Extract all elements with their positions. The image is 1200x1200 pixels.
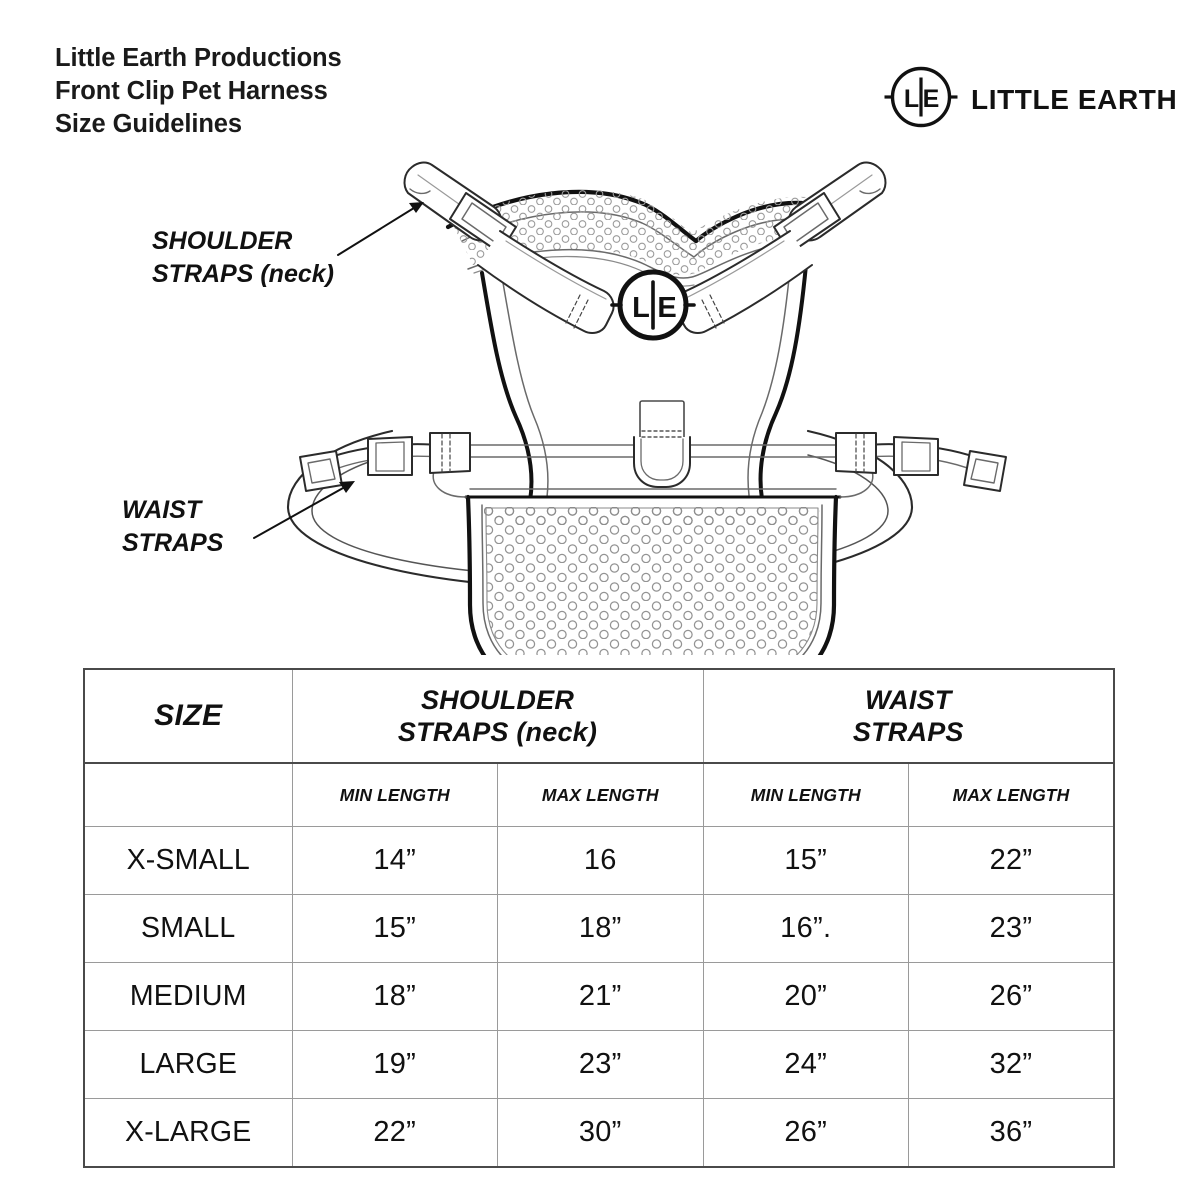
page-header: Little Earth Productions Front Clip Pet … xyxy=(0,0,1200,150)
cell-waist-max: 36” xyxy=(908,1098,1115,1168)
table-header-row-subheaders: MIN LENGTH MAX LENGTH MIN LENGTH MAX LEN… xyxy=(83,762,1115,827)
header-cell-waist-group: WAIST STRAPS xyxy=(702,668,1115,764)
subheader-waist-max: MAX LENGTH xyxy=(908,762,1115,827)
cell-shoulder-max: 16 xyxy=(497,826,704,895)
harness-illustration: L E xyxy=(253,161,1007,655)
cell-shoulder-min: 15” xyxy=(291,894,498,963)
callout-arrow-shoulder xyxy=(337,202,424,256)
callout-shoulder-straps: SHOULDER STRAPS (neck) xyxy=(152,227,334,288)
cell-shoulder-max: 18” xyxy=(497,894,704,963)
svg-text:L: L xyxy=(632,292,650,324)
cell-waist-max: 23” xyxy=(908,894,1115,963)
harness-diagram: SHOULDER STRAPS (neck) WAIST STRAPS xyxy=(0,145,1200,655)
subheader-shoulder-min: MIN LENGTH xyxy=(291,762,498,827)
callout-waist-straps: WAIST STRAPS xyxy=(122,496,224,557)
table-row: MEDIUM 18” 21” 20” 26” xyxy=(83,962,1115,1031)
table-row: LARGE 19” 23” 24” 32” xyxy=(83,1030,1115,1099)
cell-waist-min: 24” xyxy=(702,1030,909,1099)
subheader-shoulder-max: MAX LENGTH xyxy=(497,762,704,827)
cell-waist-max: 22” xyxy=(908,826,1115,895)
cell-shoulder-min: 18” xyxy=(291,962,498,1031)
table-header-row-groups: SIZE SHOULDER STRAPS (neck) WAIST STRAPS xyxy=(83,668,1115,764)
size-guidelines-table-container: SIZE SHOULDER STRAPS (neck) WAIST STRAPS… xyxy=(83,668,1115,1168)
cell-size: LARGE xyxy=(83,1030,293,1099)
table-row: X-LARGE 22” 30” 26” 36” xyxy=(83,1098,1115,1168)
little-earth-monogram-icon: L E xyxy=(884,60,958,139)
cell-shoulder-max: 30” xyxy=(497,1098,704,1168)
page-title: Little Earth Productions Front Clip Pet … xyxy=(55,44,342,138)
size-guidelines-table: SIZE SHOULDER STRAPS (neck) WAIST STRAPS… xyxy=(83,668,1115,1168)
table-row: SMALL 15” 18” 16”. 23” xyxy=(83,894,1115,963)
header-cell-size: SIZE xyxy=(83,668,293,764)
cell-waist-min: 16”. xyxy=(702,894,909,963)
table-row: X-SMALL 14” 16 15” 22” xyxy=(83,826,1115,895)
cell-size: MEDIUM xyxy=(83,962,293,1031)
cell-waist-min: 15” xyxy=(702,826,909,895)
cell-waist-min: 20” xyxy=(702,962,909,1031)
cell-shoulder-max: 21” xyxy=(497,962,704,1031)
cell-size: SMALL xyxy=(83,894,293,963)
cell-waist-max: 26” xyxy=(908,962,1115,1031)
cell-size: X-LARGE xyxy=(83,1098,293,1168)
brand-logo: L E LITTLE EARTH xyxy=(884,60,1177,139)
cell-shoulder-min: 14” xyxy=(291,826,498,895)
subheader-waist-min: MIN LENGTH xyxy=(702,762,909,827)
subheader-cell-blank xyxy=(83,762,293,827)
brand-wordmark: LITTLE EARTH xyxy=(971,83,1178,115)
cell-shoulder-min: 22” xyxy=(291,1098,498,1168)
cell-shoulder-min: 19” xyxy=(291,1030,498,1099)
callout-arrow-waist xyxy=(253,481,355,539)
svg-text:E: E xyxy=(923,85,940,113)
cell-shoulder-max: 23” xyxy=(497,1030,704,1099)
cell-size: X-SMALL xyxy=(83,826,293,895)
svg-text:E: E xyxy=(657,292,676,324)
svg-text:L: L xyxy=(904,85,919,113)
cell-waist-min: 26” xyxy=(702,1098,909,1168)
cell-waist-max: 32” xyxy=(908,1030,1115,1099)
harness-le-badge-icon: L E xyxy=(610,269,696,341)
header-cell-shoulder-group: SHOULDER STRAPS (neck) xyxy=(291,668,704,764)
